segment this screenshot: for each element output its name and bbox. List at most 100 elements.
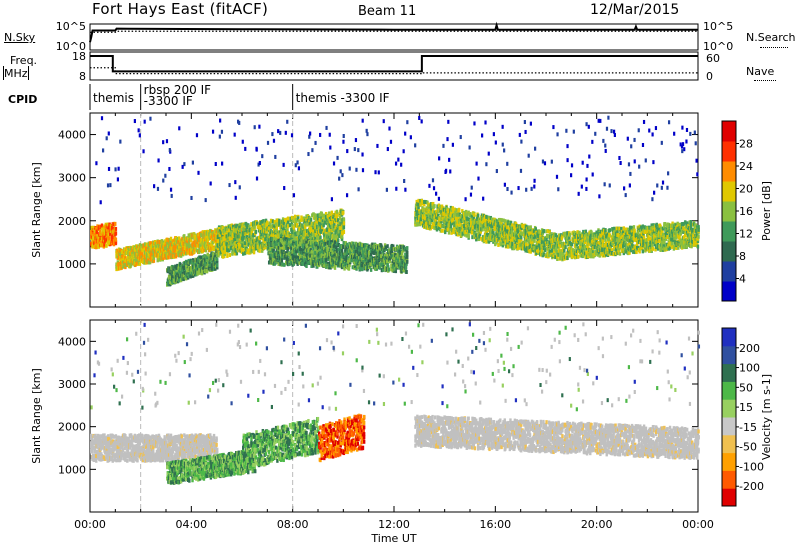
power-panel-cell [270, 237, 273, 242]
power-panel-cell [330, 232, 334, 237]
power-panel-cell [126, 259, 130, 264]
power-panel-cell [342, 221, 346, 226]
power-panel-cell [275, 219, 278, 224]
power-panel-cell [280, 234, 283, 239]
freq-panel-frame [89, 51, 699, 81]
power-panel-cell [107, 236, 111, 241]
power-panel-cell [166, 244, 169, 249]
power-panel-cell [129, 247, 133, 252]
power-panel-cell [156, 258, 159, 263]
power-panel-cell [189, 272, 192, 277]
power-panel-cell [362, 258, 365, 263]
power-panel-cell [305, 260, 308, 265]
power-panel-cell [316, 264, 319, 269]
power-panel-cell [112, 242, 116, 247]
power-panel-cell [164, 239, 167, 244]
power-panel-cell [278, 218, 281, 223]
power-panel-cell [275, 245, 278, 250]
power-panel-cell [317, 246, 320, 251]
power-panel-cell [222, 246, 225, 251]
power-panel-cell [200, 255, 203, 260]
power-panel-cell [208, 257, 211, 262]
power-panel-cell [286, 224, 290, 229]
power-panel-cell [333, 243, 336, 248]
power-panel-cell [340, 217, 343, 222]
power-panel-cell [180, 238, 183, 243]
power-panel-cell [336, 220, 339, 225]
power-panel-cell [354, 264, 357, 269]
power-panel-cell [92, 227, 95, 232]
power-panel-cell [274, 240, 278, 245]
power-panel-cell [347, 256, 351, 261]
power-panel-cell [90, 234, 94, 239]
power-panel-cell [100, 236, 104, 241]
power-panel-cell [148, 241, 152, 246]
power-panel-cell [254, 246, 258, 251]
power-panel-cell [290, 221, 294, 226]
power-panel-cell [329, 258, 332, 263]
power-panel-cell [167, 248, 170, 253]
power-panel-cell [234, 246, 237, 251]
power-panel-cell [274, 260, 277, 265]
power-panel-cell [396, 264, 399, 269]
power-panel-cell [286, 258, 290, 263]
power-panel-cell [245, 250, 249, 255]
power-panel-cell [200, 266, 203, 271]
power-panel-cell [190, 238, 193, 243]
power-panel-cell [134, 262, 137, 267]
power-panel-cell [323, 220, 327, 225]
power-panel-cell [359, 242, 363, 247]
power-panel-cell [182, 273, 185, 278]
power-panel-cell [331, 227, 335, 232]
power-panel-cell [334, 210, 337, 215]
power-panel-cell [387, 265, 390, 270]
power-panel-cell [302, 229, 305, 234]
power-panel-cell [337, 243, 341, 248]
power-panel-cell [134, 254, 137, 259]
power-panel-cell [152, 244, 155, 249]
power-panel-cell [328, 241, 332, 246]
power-panel-cell [359, 261, 362, 266]
power-panel-cell [167, 255, 170, 260]
power-panel-cell [328, 228, 331, 233]
power-panel-cell [330, 263, 333, 268]
power-panel-cell [149, 252, 152, 257]
power-panel-cell [169, 277, 173, 282]
power-panel-cell [335, 237, 339, 242]
power-panel-cell [285, 260, 288, 265]
power-panel-cell [316, 213, 320, 218]
power-panel-cell [251, 249, 254, 254]
power-panel-cell [115, 254, 118, 259]
power-panel-cell [282, 239, 285, 244]
power-panel-cell [140, 252, 144, 257]
power-panel-cell [303, 232, 306, 237]
power-panel-cell [340, 261, 343, 266]
power-panel-cell [250, 230, 254, 235]
power-panel-cell [353, 244, 356, 249]
power-panel-cell [174, 249, 177, 254]
power-panel-cell [290, 215, 294, 220]
power-panel-cell [231, 250, 235, 255]
power-panel-cell [216, 227, 220, 232]
power-panel-cell [294, 234, 297, 239]
power-panel-cell [356, 255, 359, 260]
power-panel-cell [105, 243, 108, 248]
power-panel-cell [141, 254, 145, 259]
power-panel-cell [277, 261, 280, 266]
power-panel-cell [174, 267, 177, 272]
power-panel-cell [216, 263, 219, 268]
power-panel-cell [318, 217, 322, 222]
power-panel-cell [205, 269, 209, 274]
power-panel-cell [224, 232, 227, 237]
power-panel-cell [335, 214, 339, 219]
power-panel-cell [226, 253, 229, 258]
power-panel-cell [293, 243, 297, 248]
power-panel-cell [288, 223, 292, 228]
power-panel-cell [327, 257, 330, 262]
power-panel-cell [330, 252, 334, 257]
power-panel-cell [274, 237, 278, 242]
power-panel-cell [178, 236, 181, 241]
power-panel-cell [209, 236, 212, 241]
power-panel-cell [179, 278, 183, 283]
